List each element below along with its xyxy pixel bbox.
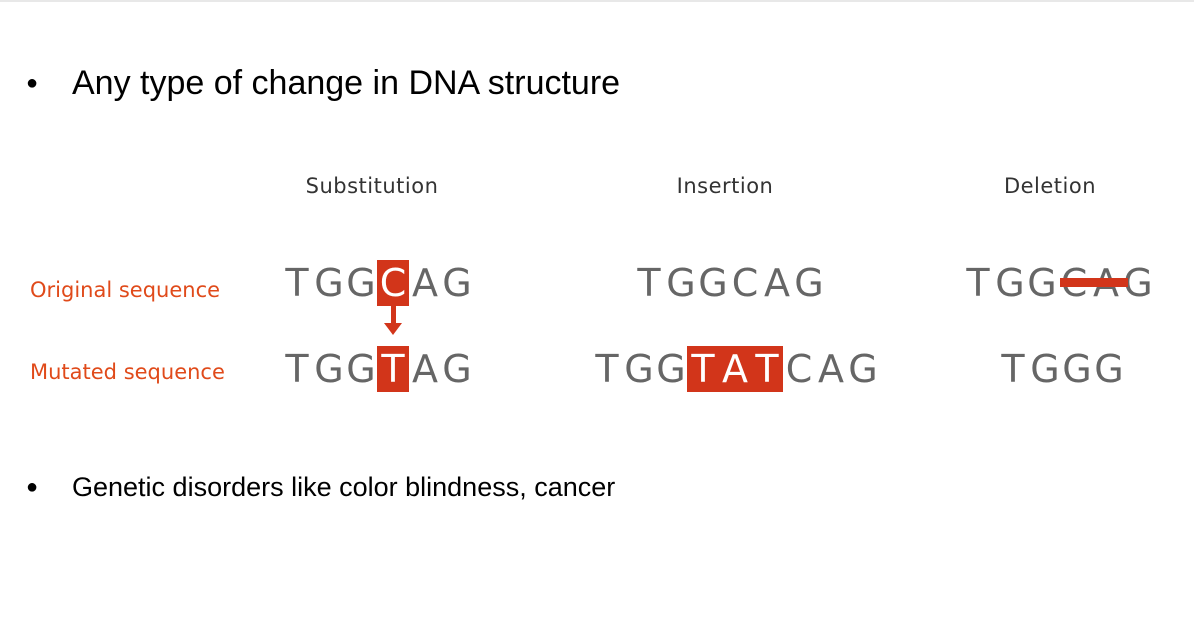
nucleotide: T bbox=[595, 347, 619, 391]
row-label-original: Original sequence bbox=[30, 278, 221, 302]
bullet-item: ● Genetic disorders like color blindness… bbox=[0, 472, 615, 503]
sequence-insertion-original: T G G C A G bbox=[633, 260, 825, 306]
nucleotide: G bbox=[442, 261, 472, 305]
nucleotide: G bbox=[1123, 261, 1153, 305]
nucleotide: A bbox=[818, 347, 844, 391]
sequence-substitution-original: T G G C A G bbox=[281, 260, 473, 306]
nucleotide: G bbox=[314, 347, 344, 391]
nucleotide: G bbox=[848, 347, 878, 391]
column-header-substitution: Substitution bbox=[305, 174, 439, 198]
nucleotide: A bbox=[412, 261, 438, 305]
nucleotide-highlighted: T bbox=[687, 346, 719, 392]
nucleotide-highlighted: A bbox=[719, 346, 751, 392]
nucleotide: G bbox=[346, 347, 376, 391]
nucleotide-highlighted: C bbox=[377, 260, 409, 306]
nucleotide-highlighted: T bbox=[751, 346, 783, 392]
nucleotide: T bbox=[1001, 347, 1025, 391]
nucleotide: G bbox=[656, 347, 686, 391]
nucleotide: G bbox=[1062, 347, 1092, 391]
nucleotide: G bbox=[794, 261, 824, 305]
nucleotide-highlighted: T bbox=[377, 346, 409, 392]
sequence-deletion-mutated: T G G G bbox=[997, 346, 1125, 392]
bullet-dot: ● bbox=[26, 72, 39, 94]
bullet-dot: ● bbox=[26, 476, 39, 498]
deletion-strike-line bbox=[1060, 278, 1128, 287]
bullet-text: Genetic disorders like color blindness, … bbox=[72, 472, 616, 502]
bullet-item: ● Any type of change in DNA structure bbox=[0, 64, 620, 103]
nucleotide: G bbox=[314, 261, 344, 305]
substitution-arrow-shaft bbox=[391, 306, 396, 324]
nucleotide: G bbox=[624, 347, 654, 391]
nucleotide: G bbox=[442, 347, 472, 391]
nucleotide: G bbox=[346, 261, 376, 305]
nucleotide: G bbox=[698, 261, 728, 305]
nucleotide: C bbox=[731, 261, 759, 305]
arrow-down-icon bbox=[384, 323, 402, 335]
nucleotide: G bbox=[1094, 347, 1124, 391]
nucleotide: T bbox=[285, 261, 309, 305]
nucleotide: T bbox=[966, 261, 990, 305]
column-header-deletion: Deletion bbox=[1003, 174, 1097, 198]
top-divider bbox=[0, 0, 1194, 2]
nucleotide: A bbox=[764, 261, 790, 305]
nucleotide: C bbox=[785, 347, 813, 391]
sequence-substitution-mutated: T G G T A G bbox=[281, 346, 473, 392]
column-header-insertion: Insertion bbox=[676, 174, 774, 198]
bullet-text: Any type of change in DNA structure bbox=[72, 64, 621, 102]
nucleotide: G bbox=[666, 261, 696, 305]
nucleotide: T bbox=[637, 261, 661, 305]
nucleotide: T bbox=[285, 347, 309, 391]
sequence-insertion-mutated: T G G T A T C A G bbox=[591, 346, 879, 392]
nucleotide: A bbox=[412, 347, 438, 391]
row-label-mutated: Mutated sequence bbox=[30, 360, 225, 384]
nucleotide: G bbox=[995, 261, 1025, 305]
nucleotide: G bbox=[1027, 261, 1057, 305]
nucleotide: G bbox=[1030, 347, 1060, 391]
